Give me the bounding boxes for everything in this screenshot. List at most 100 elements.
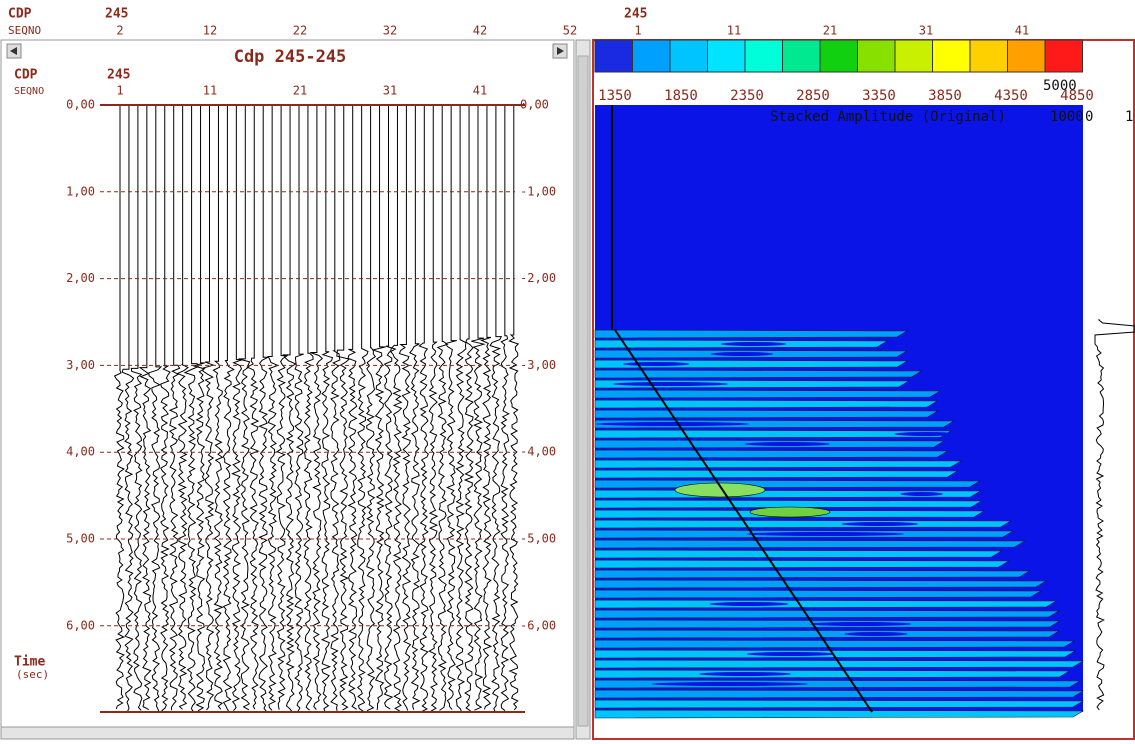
trace bbox=[508, 105, 520, 711]
contour-band bbox=[594, 589, 1042, 599]
trace bbox=[303, 105, 314, 711]
panel-title: Cdp 245-245 bbox=[234, 47, 347, 67]
cdp-value: 245 bbox=[105, 7, 128, 22]
seqno-tick: 41 bbox=[473, 84, 487, 98]
time-tick: -2,00 bbox=[520, 271, 556, 285]
trace bbox=[191, 105, 206, 712]
contour-band bbox=[594, 629, 1061, 639]
contour-band bbox=[594, 699, 1085, 709]
axis-label: Time bbox=[14, 655, 45, 670]
trace bbox=[168, 105, 181, 711]
color-tick: 1850 bbox=[664, 88, 698, 104]
trace bbox=[160, 105, 171, 712]
color-tick: 3850 bbox=[928, 88, 962, 104]
trace bbox=[436, 105, 449, 711]
contour-band bbox=[594, 399, 939, 409]
contour-band bbox=[594, 329, 908, 339]
trace bbox=[389, 105, 403, 712]
high-semblance bbox=[674, 482, 766, 498]
axis-unit: (sec) bbox=[16, 668, 49, 681]
cdp-value: 245 bbox=[107, 68, 130, 83]
contour-band bbox=[594, 579, 1047, 589]
trace bbox=[267, 105, 280, 711]
time-tick: 1,00 bbox=[66, 184, 95, 198]
cdp-label: CDP bbox=[8, 7, 32, 22]
amp-label: 0 bbox=[1085, 109, 1093, 125]
seqno-tick: 41 bbox=[1015, 24, 1029, 38]
time-tick: -5,00 bbox=[520, 532, 556, 546]
color-cell bbox=[894, 39, 933, 73]
contour-band bbox=[594, 369, 923, 379]
high-semblance bbox=[749, 506, 831, 518]
color-tick: 4350 bbox=[994, 88, 1028, 104]
contour bbox=[595, 422, 750, 426]
time-tick: 6,00 bbox=[66, 618, 95, 632]
contour-band bbox=[594, 649, 1077, 659]
velocity-pick-line bbox=[614, 329, 873, 713]
contour bbox=[844, 632, 908, 636]
color-max-label: 5000 bbox=[1043, 78, 1077, 94]
seqno-tick: 11 bbox=[203, 84, 217, 98]
trace bbox=[418, 105, 429, 713]
contour-band bbox=[594, 549, 1003, 559]
contour bbox=[746, 532, 905, 536]
trace bbox=[113, 105, 125, 710]
contour bbox=[699, 672, 792, 676]
trace bbox=[336, 105, 351, 711]
color-cell bbox=[1044, 39, 1083, 73]
contour-band bbox=[594, 539, 1026, 549]
trace bbox=[409, 105, 421, 710]
trace bbox=[121, 105, 135, 712]
semblance-contours bbox=[594, 329, 1085, 719]
color-tick: 1350 bbox=[598, 88, 632, 104]
time-tick: 0,00 bbox=[66, 98, 95, 112]
seqno-tick: 21 bbox=[293, 84, 307, 98]
scroll-thumb[interactable] bbox=[577, 55, 589, 727]
color-cell bbox=[669, 39, 708, 73]
trace bbox=[500, 105, 510, 712]
time-tick: 3,00 bbox=[66, 358, 95, 372]
trace bbox=[294, 105, 304, 712]
color-tick: 2350 bbox=[730, 88, 764, 104]
contour bbox=[841, 522, 919, 526]
color-cell bbox=[782, 39, 821, 73]
contour bbox=[622, 362, 690, 366]
amplitude-trace bbox=[1094, 319, 1135, 711]
color-cell bbox=[969, 39, 1008, 73]
contour-band bbox=[594, 479, 981, 489]
trace bbox=[398, 105, 412, 711]
contour bbox=[710, 352, 774, 356]
horizontal-scrollbar[interactable] bbox=[0, 726, 575, 740]
contour-band bbox=[594, 569, 1031, 579]
contour-band bbox=[594, 499, 983, 509]
seqno-label: SEQNO bbox=[14, 86, 44, 97]
trace bbox=[347, 105, 358, 710]
trace bbox=[222, 105, 235, 712]
color-cell bbox=[744, 39, 783, 73]
contour-band bbox=[594, 519, 1012, 529]
time-tick: -4,00 bbox=[520, 445, 556, 459]
time-tick: 0,00 bbox=[520, 98, 549, 112]
trace bbox=[231, 105, 243, 711]
contour-band bbox=[594, 559, 1010, 569]
seqno-tick: 21 bbox=[823, 24, 837, 38]
seqno-tick: 12 bbox=[203, 24, 217, 38]
color-cell bbox=[707, 39, 746, 73]
trace bbox=[310, 105, 324, 710]
trace bbox=[455, 105, 467, 712]
contour bbox=[709, 602, 789, 606]
arrow-icon bbox=[10, 47, 17, 55]
trace bbox=[282, 105, 297, 713]
arrow-icon bbox=[557, 47, 564, 55]
trace bbox=[212, 105, 224, 710]
trace bbox=[428, 105, 439, 712]
seqno-tick: 1 bbox=[116, 84, 123, 98]
contour-band bbox=[594, 389, 942, 399]
contour bbox=[651, 682, 808, 686]
time-tick: -6,00 bbox=[520, 618, 556, 632]
color-tick: 3350 bbox=[862, 88, 896, 104]
trace bbox=[371, 105, 386, 710]
color-cell bbox=[632, 39, 671, 73]
seqno-tick: 42 bbox=[473, 24, 487, 38]
